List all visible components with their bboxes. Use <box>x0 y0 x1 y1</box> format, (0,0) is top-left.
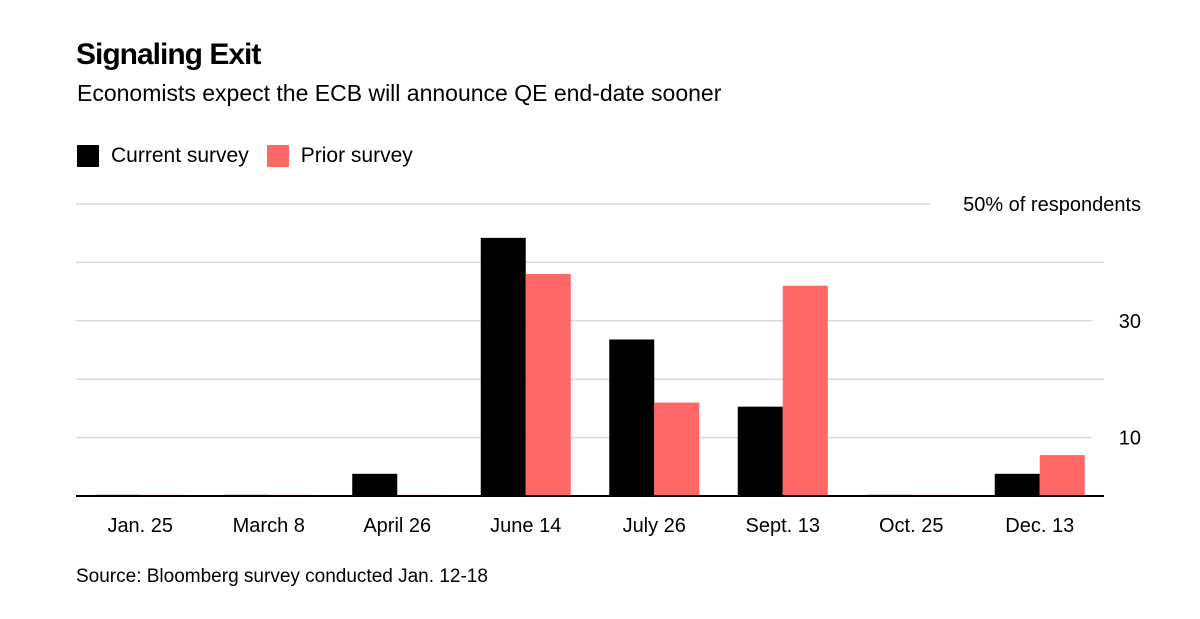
x-tick-label: April 26 <box>363 515 431 537</box>
bar-current <box>737 406 783 496</box>
y-tick-label: 50% of respondents <box>963 194 1141 216</box>
bar-current <box>609 339 655 496</box>
chart-subtitle: Economists expect the ECB will announce … <box>77 80 722 106</box>
x-tick-label: July 26 <box>623 515 686 537</box>
bar-current <box>352 473 398 496</box>
y-tick-label: 10 <box>1119 428 1141 450</box>
x-tick-label: June 14 <box>490 515 561 537</box>
legend-item-prior: Prior survey <box>266 144 413 168</box>
legend-swatch-prior <box>266 145 289 167</box>
bar-prior <box>654 402 700 496</box>
legend-item-current: Current survey <box>77 144 249 168</box>
y-tick-label: 30 <box>1119 311 1141 333</box>
bar-current <box>994 473 1040 496</box>
bar-current <box>480 237 526 496</box>
legend-label-prior: Prior survey <box>300 144 413 167</box>
legend: Current survey Prior survey <box>77 143 431 169</box>
legend-label-current: Current survey <box>111 144 249 167</box>
legend-swatch-current <box>77 145 99 167</box>
bar-prior <box>525 274 571 496</box>
chart-title: Signaling Exit <box>76 38 261 71</box>
x-tick-label: Jan. 25 <box>107 515 173 537</box>
x-tick-label: Oct. 25 <box>879 515 943 537</box>
source-note: Source: Bloomberg survey conducted Jan. … <box>76 566 488 587</box>
x-tick-label: Dec. 13 <box>1005 515 1074 537</box>
bar-prior <box>1039 455 1085 496</box>
bar-prior <box>782 285 828 496</box>
x-tick-label: March 8 <box>233 515 305 537</box>
x-tick-label: Sept. 13 <box>745 515 820 537</box>
